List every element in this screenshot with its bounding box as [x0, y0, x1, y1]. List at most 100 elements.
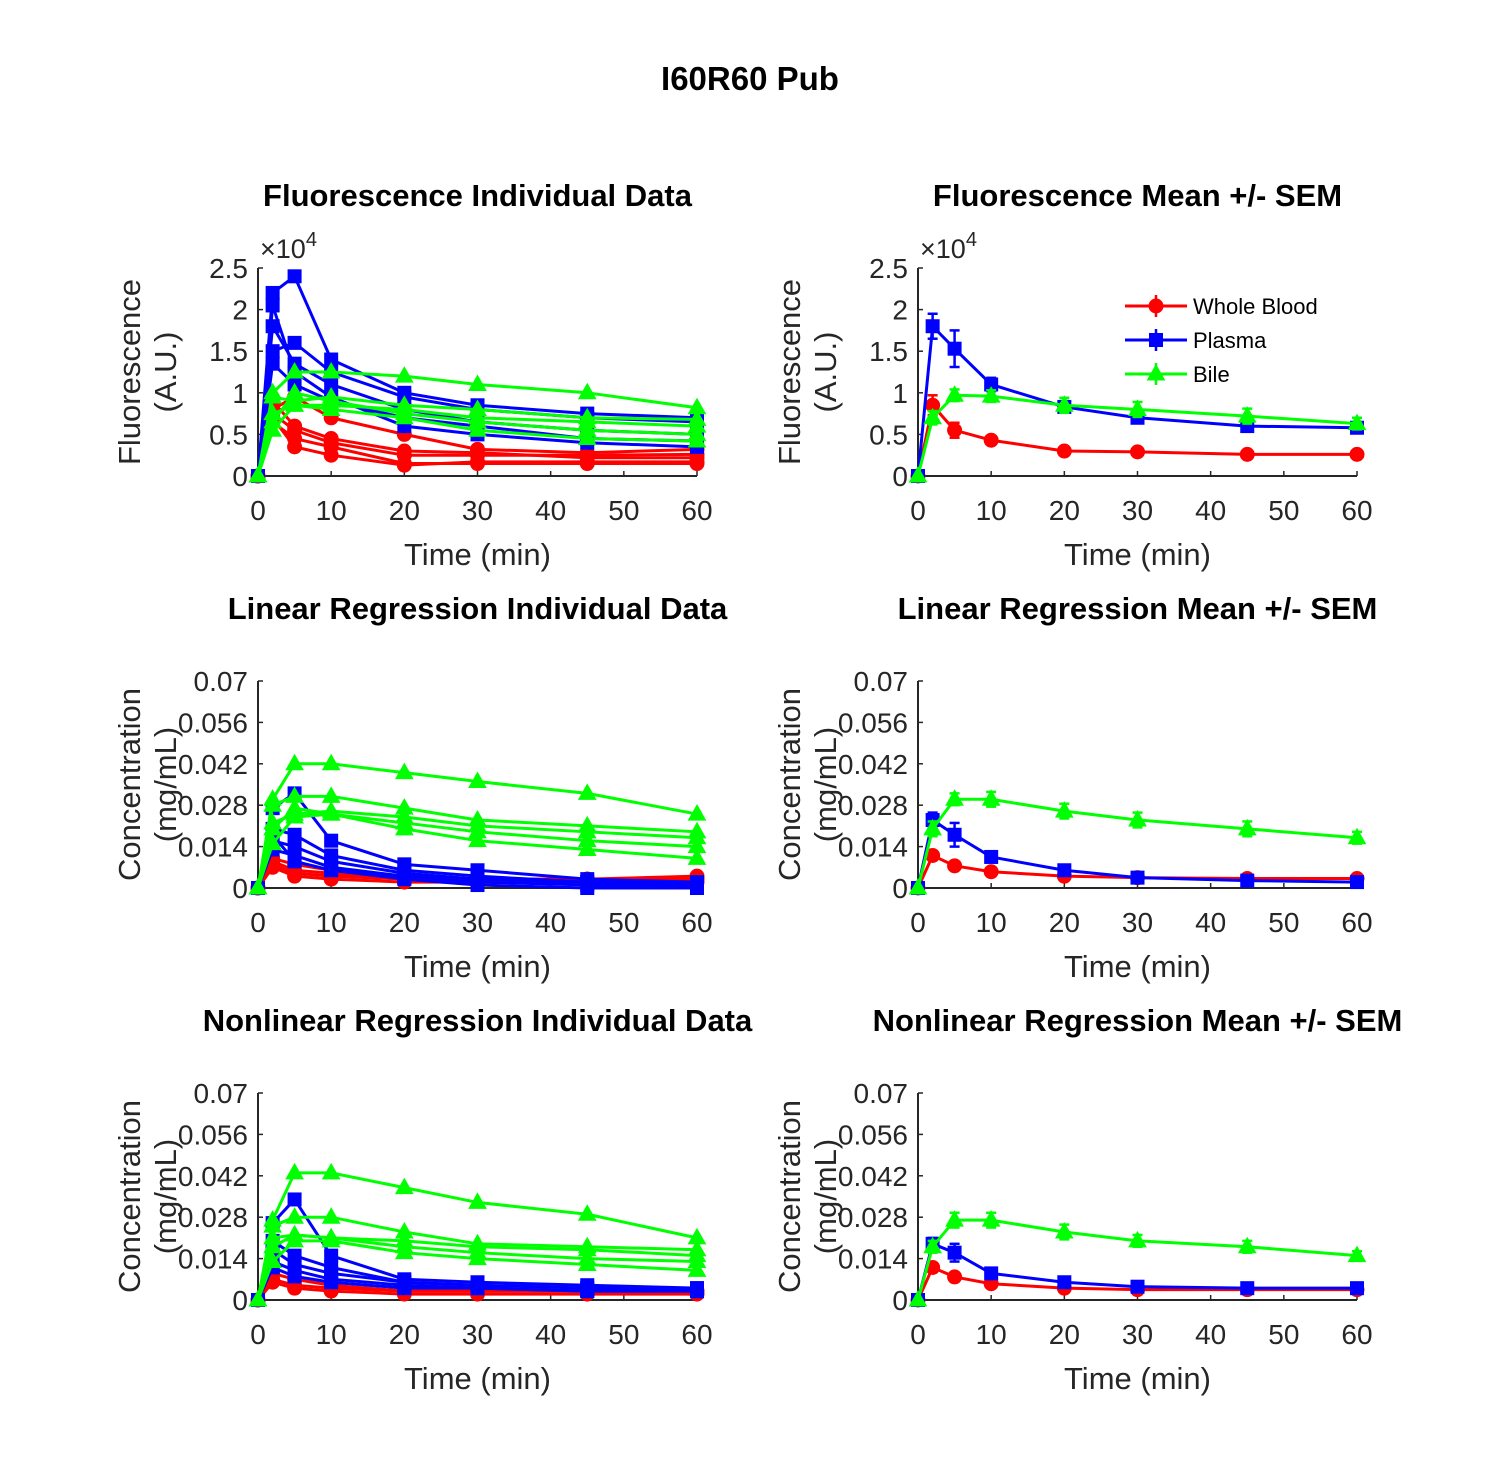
series-bile	[908, 1210, 1367, 1307]
y-tick-label: 0	[892, 1285, 908, 1316]
y-tick-label: 0	[232, 1285, 248, 1316]
series-bile	[908, 789, 1367, 895]
x-tick-label: 10	[976, 907, 1007, 938]
y-tick-label: 0.056	[178, 707, 248, 738]
data-point	[394, 407, 414, 425]
x-tick-label: 60	[1341, 495, 1372, 526]
data-point	[1350, 875, 1364, 890]
data-point	[1128, 809, 1147, 827]
panel-title: Nonlinear Regression Mean +/- SEM	[873, 1003, 1403, 1038]
x-tick-label: 30	[462, 907, 493, 938]
data-point	[287, 418, 303, 434]
data-point	[1237, 406, 1257, 423]
y-axis-label: Concentration(mg/mL)	[112, 688, 183, 881]
data-point	[321, 399, 341, 416]
y-tick-label: 0	[892, 461, 908, 492]
data-point	[947, 422, 963, 438]
data-point	[1240, 873, 1255, 888]
data-point	[323, 431, 339, 447]
x-tick-label: 10	[316, 907, 347, 938]
data-point	[1054, 395, 1074, 412]
panel-title: Nonlinear Regression Individual Data	[203, 1003, 753, 1038]
data-point	[1130, 1279, 1145, 1294]
data-point	[263, 1251, 282, 1269]
y-tick-label: 0.028	[838, 1202, 908, 1233]
x-tick-label: 40	[535, 1319, 566, 1350]
data-point	[1128, 399, 1147, 416]
y-tick-label: 1.5	[209, 336, 248, 367]
x-tick-label: 20	[1049, 907, 1080, 938]
y-tick-label: 0.042	[838, 1161, 908, 1192]
x-tick-label: 10	[976, 495, 1007, 526]
data-point	[324, 833, 339, 848]
x-tick-label: 50	[1268, 1319, 1299, 1350]
data-point	[265, 298, 280, 313]
y-axis-label: Concentration(mg/mL)	[772, 1100, 843, 1293]
data-point	[580, 881, 595, 895]
y-tick-label: 2.5	[209, 253, 248, 284]
series-bile	[248, 1230, 707, 1307]
series-line	[256, 391, 698, 477]
data-point	[287, 854, 302, 869]
y-axis-label: Fluorescence(A.U.)	[112, 279, 183, 465]
y-tick-label: 0.5	[869, 419, 908, 450]
x-tick-label: 0	[250, 1319, 266, 1350]
data-point	[580, 1284, 595, 1299]
legend-label: Plasma	[1193, 328, 1267, 353]
data-point	[947, 341, 962, 356]
data-point	[321, 804, 341, 821]
data-point	[981, 386, 1001, 403]
data-point	[470, 878, 485, 893]
x-tick-label: 40	[535, 495, 566, 526]
x-tick-label: 50	[608, 1319, 639, 1350]
panel-4: Linear Regression Mean +/- SEM 0 10 20 30 40 5…	[772, 591, 1377, 984]
x-tick-label: 10	[316, 495, 347, 526]
x-tick-label: 50	[1268, 495, 1299, 526]
y-tick-label: 2	[232, 295, 248, 326]
x-tick-label: 30	[1122, 1319, 1153, 1350]
data-point	[468, 1192, 487, 1209]
x-tick-label: 0	[910, 1319, 926, 1350]
y-tick-label: 0.028	[838, 790, 908, 821]
y-tick-label: 0.056	[838, 707, 908, 738]
series-line	[256, 403, 698, 477]
y-tick-label: 0.042	[178, 1161, 248, 1192]
legend-label: Whole Blood	[1193, 294, 1318, 319]
series-line	[916, 797, 1358, 889]
data-point	[1239, 446, 1255, 462]
x-tick-label: 30	[1122, 907, 1153, 938]
data-point	[945, 385, 964, 402]
y-tick-label: 2.5	[869, 253, 908, 284]
data-point	[468, 420, 487, 437]
data-point	[577, 1204, 597, 1221]
legend-label: Bile	[1193, 362, 1230, 387]
series-line	[256, 1171, 698, 1301]
data-point	[321, 361, 341, 379]
series-line	[256, 812, 698, 889]
y-tick-label: 0.07	[194, 666, 249, 697]
data-point	[285, 361, 304, 379]
x-tick-label: 60	[1341, 1319, 1372, 1350]
data-point	[248, 877, 268, 895]
y-tick-label: 2	[892, 295, 908, 326]
x-tick-label: 50	[608, 907, 639, 938]
y-axis-label: Concentration(mg/mL)	[112, 1100, 183, 1293]
data-point	[287, 269, 302, 284]
data-point	[263, 833, 282, 851]
x-tick-label: 0	[910, 495, 926, 526]
y-axis-label: Concentration(mg/mL)	[772, 688, 843, 881]
data-point	[468, 830, 487, 848]
y-tick-label: 0.056	[178, 1119, 248, 1150]
data-point	[577, 428, 597, 446]
data-point	[324, 863, 339, 878]
data-point	[468, 1248, 487, 1266]
y-tick-label: 0.014	[178, 1244, 248, 1275]
data-point	[287, 335, 302, 350]
series-line	[256, 303, 698, 477]
y-tick-label: 0.042	[178, 749, 248, 780]
y-tick-label: 1.5	[869, 336, 908, 367]
x-tick-label: 60	[1341, 907, 1372, 938]
y-tick-label: 0	[892, 873, 908, 904]
x-tick-label: 20	[1049, 495, 1080, 526]
